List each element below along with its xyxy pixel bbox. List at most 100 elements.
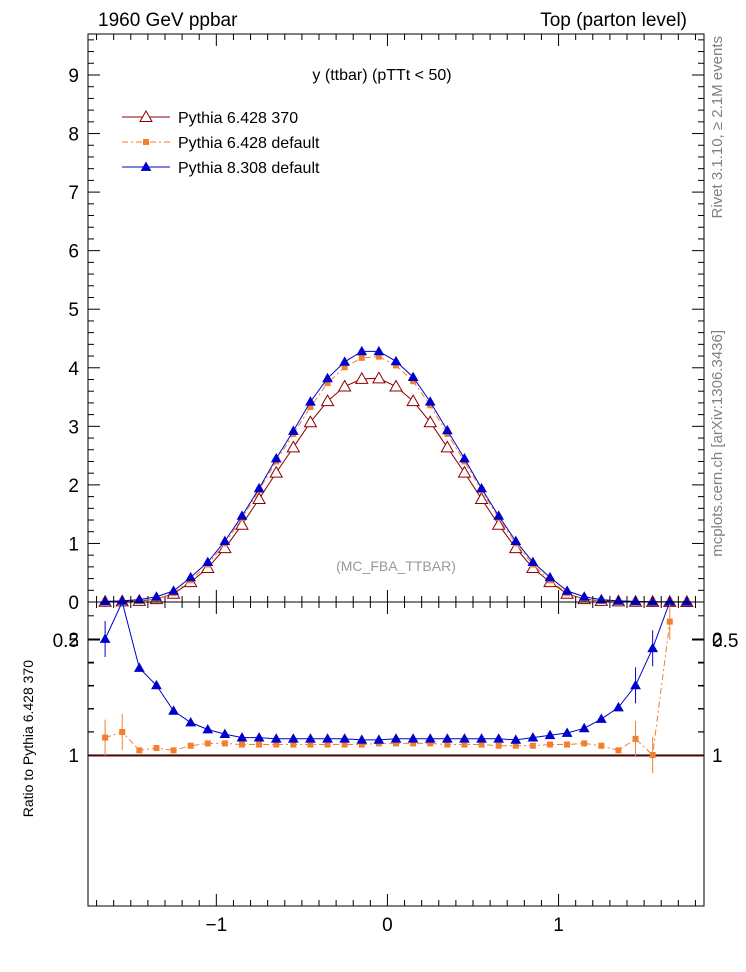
series-point xyxy=(406,394,420,407)
series-point xyxy=(491,517,506,530)
ratio-point xyxy=(476,733,487,743)
ratio-point xyxy=(305,733,316,743)
ratio-point xyxy=(339,733,351,743)
series-point xyxy=(476,482,487,493)
series-point xyxy=(168,585,179,595)
series-point xyxy=(389,379,403,392)
series-point xyxy=(202,556,214,567)
series-point xyxy=(322,372,333,383)
ratio-point xyxy=(424,733,436,743)
y-tick-label: 1 xyxy=(68,534,79,555)
series-point xyxy=(253,482,265,493)
ratio-point xyxy=(358,741,365,748)
series-point xyxy=(457,465,472,478)
series-point xyxy=(99,595,111,606)
ratio-point xyxy=(221,740,228,747)
ratio-y-tick-label-right: 0.5 xyxy=(712,631,738,652)
ratio-point xyxy=(459,733,470,743)
series-point xyxy=(423,415,438,428)
ratio-y-axis-label: Ratio to Pythia 6.428 370 xyxy=(20,660,36,817)
series-point xyxy=(356,345,368,356)
ratio-y-tick-label: 2 xyxy=(68,630,79,651)
series-point xyxy=(185,571,197,582)
y-tick-label: 4 xyxy=(68,359,79,380)
ratio-point xyxy=(324,741,331,748)
ratio-point xyxy=(613,701,624,712)
series-point xyxy=(561,585,573,595)
ratio-point xyxy=(598,742,605,749)
ratio-point xyxy=(649,752,656,758)
ratio-point xyxy=(393,740,399,747)
series-point xyxy=(133,594,145,604)
series-point xyxy=(407,371,419,382)
energy-label: 1960 GeV ppbar xyxy=(98,10,238,31)
series-point xyxy=(270,453,282,463)
ratio-point xyxy=(407,733,419,743)
ratio-point xyxy=(290,741,297,748)
ratio-point xyxy=(270,733,282,743)
series-point xyxy=(578,591,590,601)
chart-title: y (ttbar) (pTTt < 50) xyxy=(312,67,451,84)
series-point xyxy=(595,594,607,604)
ratio-point xyxy=(185,717,197,727)
series-point xyxy=(307,404,314,411)
y-tick-label: 6 xyxy=(68,242,79,263)
ratio-y-tick-label: 0.5 xyxy=(53,631,79,652)
ratio-y-tick-label-right: 2 xyxy=(712,630,723,651)
series-point xyxy=(287,425,299,435)
ratio-point xyxy=(170,747,177,754)
series-point xyxy=(305,396,316,406)
series-point xyxy=(337,379,352,392)
series-point xyxy=(474,491,489,504)
series-point xyxy=(373,345,385,356)
process-label: Top (parton level) xyxy=(540,10,687,31)
series-point xyxy=(424,396,436,406)
series-point xyxy=(375,353,382,360)
ratio-point xyxy=(493,733,505,743)
ratio-point xyxy=(630,679,641,690)
ratio-series-line-1 xyxy=(104,600,671,741)
series-point xyxy=(459,453,470,463)
series-point xyxy=(219,535,231,545)
series-point xyxy=(630,595,641,606)
main-panel: 0 1 2 3 4 5 6 7 8 9 y (ttbar) (pTTt < 50) (MC_FBA_T… xyxy=(68,33,705,614)
y-tick-label: 7 xyxy=(68,183,79,204)
series-point xyxy=(341,364,348,371)
series-point xyxy=(544,571,556,582)
rivet-label: Rivet 3.1.10, ≥ 2.1M events xyxy=(709,36,726,219)
ratio-point xyxy=(529,742,536,749)
series-point xyxy=(510,535,522,545)
ratio-point xyxy=(495,742,502,749)
ratio-point xyxy=(461,741,468,748)
ratio-point xyxy=(527,732,539,742)
ratio-point xyxy=(287,733,299,743)
series-point xyxy=(527,556,539,567)
mcplots-label: mcplots.cern.ch [arXiv:1306.3436] xyxy=(709,330,726,557)
ratio-y-tick-label: 1 xyxy=(68,746,79,767)
legend-label: Pythia 6.428 370 xyxy=(178,110,298,127)
ratio-point xyxy=(356,734,368,744)
ratio-point xyxy=(236,732,248,742)
series-point xyxy=(354,371,369,384)
ratio-point xyxy=(136,747,143,754)
ratio-point xyxy=(547,741,553,748)
series-point xyxy=(252,491,266,504)
series-point xyxy=(647,596,659,606)
ratio-frame xyxy=(87,601,705,907)
ratio-point xyxy=(666,618,673,625)
series-point xyxy=(493,510,505,520)
ratio-series-line-0 xyxy=(104,621,671,757)
ratio-point xyxy=(239,741,245,748)
y-tick-label: 2 xyxy=(68,476,79,497)
ratio-point xyxy=(307,741,314,748)
series-point xyxy=(393,362,399,369)
series-point xyxy=(269,465,284,478)
ratio-panel: 0.5 0.5 1 1 2 2 −1 0 1 Ratio to Pythia 6.428 370 xyxy=(20,600,738,936)
ratio-point xyxy=(441,733,453,743)
legend-marker xyxy=(143,139,149,145)
ratio-point xyxy=(444,741,451,748)
ratio-point xyxy=(168,705,179,715)
ratio-point xyxy=(512,742,519,749)
series-point xyxy=(320,394,335,407)
legend-marker xyxy=(139,109,153,122)
